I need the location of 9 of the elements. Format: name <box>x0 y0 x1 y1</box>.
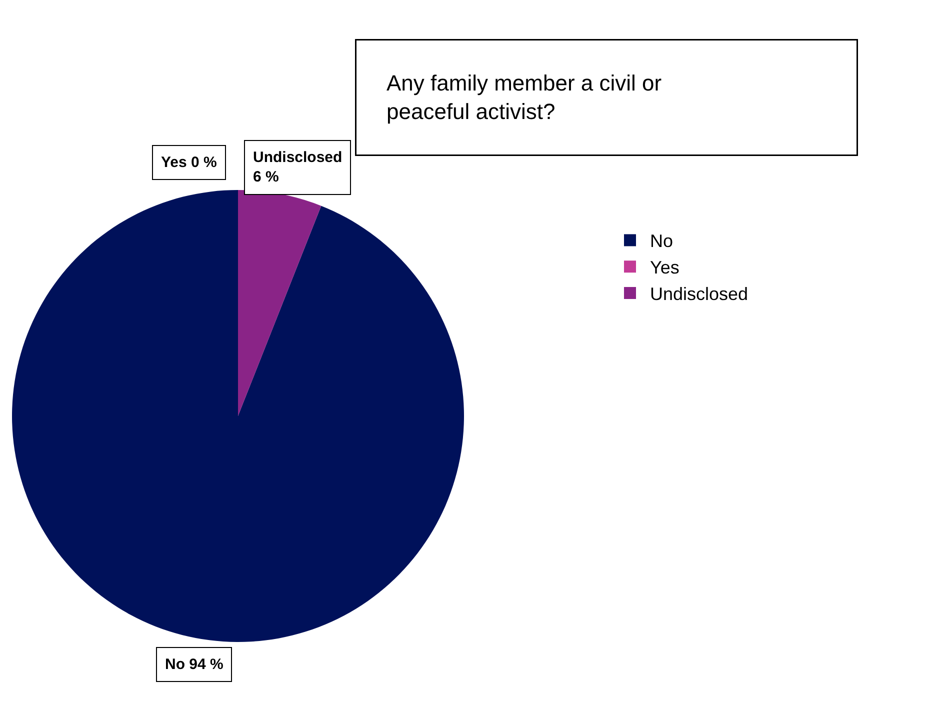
legend-label: Undisclosed <box>650 284 748 304</box>
legend-label: Yes <box>650 258 680 278</box>
pie-slice <box>12 190 464 642</box>
data-label: No 94 % <box>165 656 224 673</box>
legend-label: No <box>650 231 674 252</box>
chart-title: Any family member a civil or peaceful activist? <box>386 70 662 124</box>
text: Yes 0 % <box>161 154 217 171</box>
data-label: Undisclosed 6 % <box>253 149 342 186</box>
pie-slice <box>238 190 322 416</box>
